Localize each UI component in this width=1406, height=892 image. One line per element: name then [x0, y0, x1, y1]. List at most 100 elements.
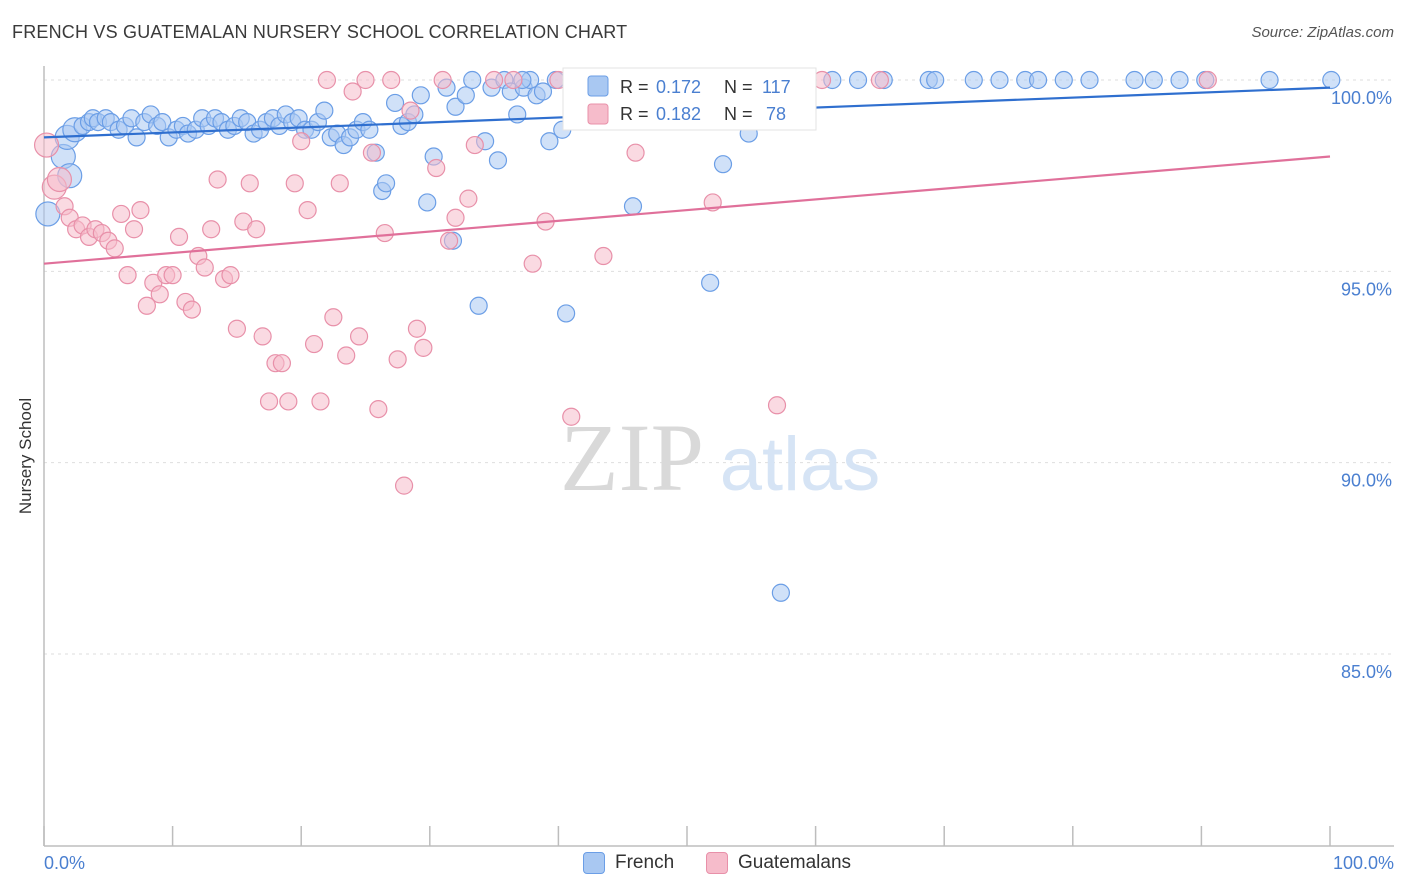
- guatemalans-point-30[interactable]: [227, 319, 246, 338]
- guatemalans-point-29[interactable]: [221, 266, 240, 285]
- guatemalans-point-46[interactable]: [330, 174, 349, 193]
- guatemalans-point-25[interactable]: [195, 258, 214, 277]
- guatemalans-point-13[interactable]: [118, 266, 137, 285]
- guatemalans-point-33[interactable]: [247, 220, 266, 239]
- guatemalans-point-73[interactable]: [626, 143, 645, 162]
- guatemalans-point-56[interactable]: [394, 476, 414, 495]
- guatemalans-point-16[interactable]: [137, 296, 156, 315]
- guatemalans-point-12[interactable]: [112, 204, 131, 224]
- guatemalans-point-72[interactable]: [594, 246, 613, 266]
- guatemalans-point-14[interactable]: [124, 220, 144, 239]
- guatemalans-point-27[interactable]: [208, 170, 227, 189]
- french-point-14[interactable]: [127, 128, 146, 147]
- french-point-76[interactable]: [533, 82, 553, 101]
- guatemalans-point-40[interactable]: [292, 132, 311, 151]
- french-point-92[interactable]: [713, 155, 733, 174]
- french-point-99[interactable]: [848, 70, 868, 90]
- guatemalans-point-2[interactable]: [46, 166, 73, 193]
- guatemalans-point-78[interactable]: [870, 70, 890, 90]
- guatemalans-point-20[interactable]: [163, 266, 182, 285]
- french-point-66[interactable]: [469, 296, 488, 315]
- french-point-103[interactable]: [964, 70, 983, 90]
- series-legend-guatemalans[interactable]: Guatemalans: [706, 852, 851, 874]
- french-point-108[interactable]: [1080, 70, 1099, 90]
- guatemalans-point-37[interactable]: [272, 354, 292, 373]
- series-legend-french-swatch: [583, 852, 605, 874]
- guatemalans-point-39[interactable]: [285, 174, 304, 193]
- french-point-54[interactable]: [385, 93, 405, 113]
- guatemalans-point-68[interactable]: [523, 254, 542, 273]
- legend-french-n-label: N =: [724, 77, 753, 97]
- guatemalans-point-65[interactable]: [465, 135, 484, 155]
- french-point-104[interactable]: [990, 70, 1009, 90]
- french-point-109[interactable]: [1125, 70, 1144, 90]
- guatemalans-point-41[interactable]: [298, 201, 317, 220]
- guatemalans-point-50[interactable]: [356, 70, 375, 90]
- guatemalans-point-32[interactable]: [240, 174, 259, 193]
- guatemalans-point-79[interactable]: [1198, 70, 1217, 90]
- guatemalans-point-71[interactable]: [562, 407, 581, 426]
- legend-guatemalans-n-value: 78: [766, 104, 786, 124]
- french-point-107[interactable]: [1054, 70, 1073, 90]
- guatemalans-point-54[interactable]: [382, 70, 401, 90]
- guatemalans-point-44[interactable]: [317, 70, 337, 90]
- guatemalans-point-67[interactable]: [504, 70, 523, 90]
- guatemalans-point-42[interactable]: [304, 334, 324, 354]
- guatemalans-point-26[interactable]: [202, 220, 221, 239]
- french-point-110[interactable]: [1144, 70, 1163, 90]
- guatemalans-point-52[interactable]: [369, 399, 388, 419]
- french-point-77[interactable]: [540, 132, 559, 151]
- guatemalans-point-0[interactable]: [33, 132, 60, 158]
- guatemalans-trend-line: [43, 155, 1331, 265]
- guatemalans-point-34[interactable]: [253, 327, 272, 346]
- series-legend-french[interactable]: French: [583, 852, 674, 874]
- guatemalans-point-43[interactable]: [311, 392, 330, 411]
- french-point-59[interactable]: [418, 193, 437, 212]
- legend-swatch-french: [587, 75, 609, 97]
- french-point-106[interactable]: [1028, 70, 1048, 90]
- guatemalans-point-58[interactable]: [407, 319, 427, 338]
- french-point-80[interactable]: [557, 304, 576, 323]
- french-point-69[interactable]: [488, 151, 508, 170]
- guatemalans-point-64[interactable]: [459, 189, 478, 208]
- guatemalans-point-45[interactable]: [324, 308, 343, 327]
- guatemalans-point-38[interactable]: [279, 392, 298, 411]
- guatemalans-point-61[interactable]: [433, 70, 452, 90]
- guatemalans-point-35[interactable]: [259, 392, 279, 411]
- french-point-43[interactable]: [315, 101, 334, 120]
- french-point-102[interactable]: [926, 70, 945, 90]
- guatemalans-point-75[interactable]: [767, 396, 787, 415]
- french-point-91[interactable]: [701, 273, 720, 292]
- legend-guatemalans-n-label: N =: [724, 104, 753, 124]
- guatemalans-point-60[interactable]: [427, 158, 446, 178]
- french-point-18[interactable]: [153, 112, 172, 132]
- guatemalans-point-63[interactable]: [446, 208, 465, 227]
- guatemalans-point-55[interactable]: [388, 350, 407, 369]
- guatemalans-point-47[interactable]: [337, 346, 356, 365]
- guatemalans-point-21[interactable]: [169, 227, 189, 246]
- french-point-53[interactable]: [376, 174, 396, 193]
- guatemalans-point-11[interactable]: [105, 239, 124, 258]
- french-point-111[interactable]: [1170, 70, 1189, 90]
- guatemalans-point-49[interactable]: [349, 327, 369, 346]
- guatemalans-point-59[interactable]: [414, 338, 433, 357]
- legend-french-n-value: 117: [762, 77, 791, 97]
- french-point-63[interactable]: [446, 97, 465, 116]
- guatemalans-point-18[interactable]: [150, 285, 169, 304]
- french-point-86[interactable]: [623, 197, 643, 216]
- french-point-96[interactable]: [771, 583, 790, 602]
- french-point-113[interactable]: [1260, 70, 1279, 90]
- guatemalans-point-51[interactable]: [362, 143, 382, 162]
- watermark-zip: ZIP: [560, 404, 704, 511]
- guatemalans-point-23[interactable]: [182, 300, 201, 319]
- french-point-64[interactable]: [456, 86, 475, 105]
- french-point-58[interactable]: [411, 86, 430, 105]
- guatemalans-point-62[interactable]: [439, 231, 459, 250]
- french-point-114[interactable]: [1322, 70, 1341, 90]
- guatemalans-point-66[interactable]: [485, 70, 504, 90]
- guatemalans-point-57[interactable]: [401, 101, 420, 120]
- french-point-65[interactable]: [463, 70, 482, 90]
- guatemalans-point-53[interactable]: [375, 223, 394, 243]
- guatemalans-point-15[interactable]: [131, 201, 150, 220]
- guatemalans-point-48[interactable]: [343, 82, 362, 101]
